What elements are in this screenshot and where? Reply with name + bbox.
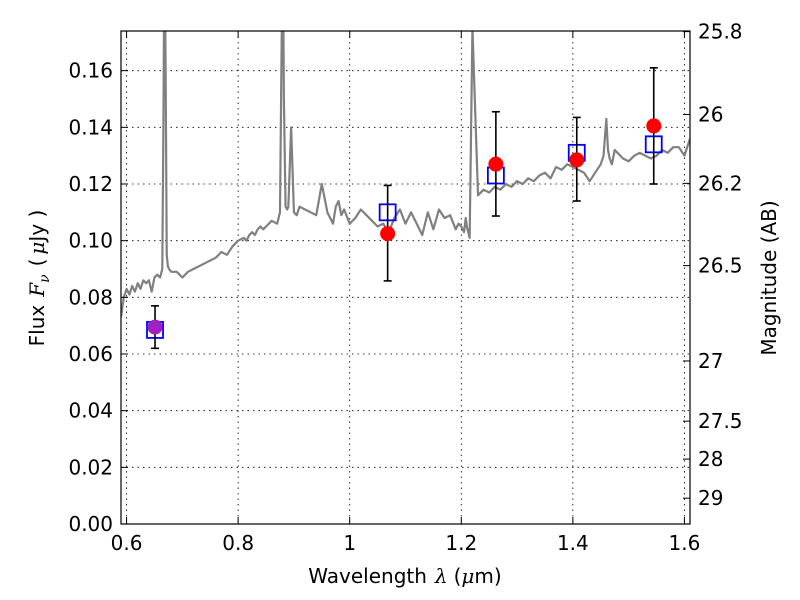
x-tick-label: 1.2 (445, 531, 477, 555)
x-tick-label: 0.6 (111, 531, 143, 555)
x-tick-label: 0.8 (222, 531, 254, 555)
plot-frame (120, 30, 691, 525)
magnitude-tick-label: 26 (698, 102, 723, 126)
magnitude-axis-label: Magnitude (AB) (757, 200, 781, 355)
y-tick-label: 0.08 (68, 285, 113, 309)
x-tick-label: 1.4 (557, 531, 589, 555)
y-tick-label: 0.14 (68, 115, 113, 139)
magnitude-tick-label: 29 (698, 486, 723, 510)
observed-point (569, 152, 585, 168)
x-axis-label: Wavelength λ (μm) (308, 564, 501, 588)
y-tick-label: 0.12 (68, 172, 113, 196)
observed-point (380, 226, 396, 242)
spectrum-layer (121, 31, 690, 318)
ticks: 0.6 0.8 1 1.2 1.4 1.6 0.00 0.02 0.04 0.06 0.08 0.10… (68, 20, 742, 555)
magnitude-tick-label: 27.5 (698, 409, 743, 433)
y-tick-label: 0.10 (68, 229, 113, 253)
y-axis-label: FluxFν(μJy ) (25, 210, 53, 347)
observed-point (646, 118, 662, 134)
spectrum-line (121, 31, 690, 318)
y-tick-label: 0.02 (68, 455, 113, 479)
x-tick-label: 1.6 (669, 531, 701, 555)
y-tick-label: 0.00 (68, 512, 113, 536)
observed-point (147, 319, 163, 335)
magnitude-tick-label: 25.8 (698, 20, 743, 44)
grid (121, 31, 690, 524)
magnitude-tick-label: 28 (698, 447, 723, 471)
y-tick-label: 0.04 (68, 399, 113, 423)
magnitude-tick-label: 26.2 (698, 171, 743, 195)
observed-photometry-layer (147, 118, 662, 335)
x-tick-label: 1 (343, 531, 356, 555)
y-tick-label: 0.16 (68, 59, 113, 83)
magnitude-tick-label: 26.5 (698, 254, 743, 278)
observed-point (488, 156, 504, 172)
y-tick-label: 0.06 (68, 342, 113, 366)
magnitude-tick-label: 27 (698, 349, 723, 373)
